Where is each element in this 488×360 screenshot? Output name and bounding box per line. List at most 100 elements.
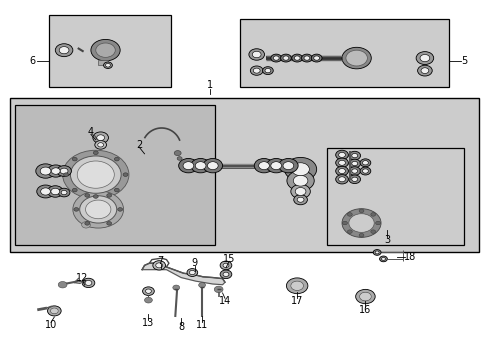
Circle shape [144, 297, 152, 303]
Circle shape [220, 270, 231, 279]
Circle shape [273, 56, 279, 60]
Circle shape [372, 249, 380, 255]
Circle shape [348, 167, 360, 175]
Circle shape [350, 215, 371, 231]
Circle shape [174, 150, 181, 156]
Circle shape [266, 158, 285, 173]
Circle shape [77, 161, 114, 188]
Circle shape [362, 161, 367, 165]
Circle shape [214, 286, 223, 293]
Circle shape [291, 54, 302, 62]
Circle shape [47, 165, 64, 177]
Circle shape [358, 209, 363, 213]
Circle shape [311, 54, 322, 62]
Text: 13: 13 [142, 318, 154, 328]
Circle shape [262, 67, 273, 75]
Bar [15, 105, 215, 244]
Circle shape [73, 191, 123, 228]
Circle shape [203, 158, 222, 173]
Circle shape [291, 282, 303, 290]
Circle shape [270, 54, 281, 62]
Text: 15: 15 [222, 254, 235, 264]
Circle shape [348, 159, 360, 168]
Circle shape [294, 56, 300, 60]
Circle shape [290, 281, 303, 291]
Text: 7: 7 [157, 256, 163, 266]
Circle shape [145, 289, 151, 293]
Circle shape [250, 66, 263, 75]
Circle shape [91, 40, 120, 61]
Circle shape [198, 283, 205, 288]
Text: 6: 6 [29, 56, 35, 66]
Circle shape [85, 200, 111, 219]
Circle shape [114, 188, 119, 192]
Circle shape [335, 166, 347, 176]
Circle shape [61, 190, 67, 195]
Circle shape [84, 194, 89, 197]
Circle shape [278, 158, 298, 173]
Text: 17: 17 [290, 296, 303, 306]
Circle shape [153, 261, 165, 270]
Bar [98, 59, 108, 65]
Circle shape [106, 194, 111, 197]
Text: 3: 3 [384, 235, 389, 245]
Circle shape [338, 160, 345, 165]
Circle shape [417, 65, 431, 76]
Circle shape [362, 169, 367, 173]
Circle shape [341, 47, 370, 69]
Circle shape [348, 151, 360, 160]
Circle shape [37, 185, 54, 198]
Circle shape [172, 285, 179, 290]
Circle shape [223, 263, 228, 267]
Circle shape [286, 171, 314, 191]
Circle shape [341, 209, 380, 237]
Circle shape [51, 309, 58, 314]
Circle shape [253, 68, 260, 73]
Circle shape [254, 158, 273, 173]
Circle shape [338, 177, 345, 182]
Circle shape [291, 163, 309, 176]
Bar [327, 148, 463, 244]
Circle shape [304, 56, 309, 60]
Circle shape [177, 157, 182, 160]
Circle shape [345, 50, 366, 66]
Circle shape [359, 293, 370, 301]
Circle shape [195, 162, 205, 170]
Circle shape [342, 221, 346, 225]
Circle shape [47, 186, 63, 197]
Circle shape [419, 54, 429, 62]
Circle shape [359, 167, 370, 175]
Circle shape [60, 168, 68, 174]
Circle shape [74, 208, 79, 211]
Circle shape [82, 278, 95, 288]
Circle shape [51, 188, 60, 195]
Circle shape [178, 158, 198, 173]
Circle shape [284, 157, 316, 181]
Circle shape [72, 157, 77, 161]
Circle shape [270, 162, 281, 170]
Circle shape [297, 197, 304, 202]
Circle shape [351, 161, 357, 166]
Circle shape [301, 54, 312, 62]
Circle shape [346, 213, 351, 216]
Circle shape [59, 46, 69, 54]
Circle shape [183, 162, 193, 170]
Circle shape [70, 156, 121, 193]
Circle shape [348, 175, 360, 184]
Circle shape [106, 222, 111, 225]
Circle shape [415, 51, 433, 64]
Circle shape [359, 159, 370, 167]
Circle shape [252, 51, 261, 58]
Circle shape [346, 230, 351, 233]
Circle shape [338, 168, 345, 174]
Circle shape [93, 132, 108, 143]
Circle shape [351, 169, 357, 173]
Circle shape [80, 196, 117, 223]
Text: 2: 2 [136, 140, 142, 150]
Text: 1: 1 [207, 80, 213, 90]
Circle shape [290, 184, 310, 199]
Circle shape [156, 263, 162, 268]
Circle shape [293, 195, 307, 205]
Circle shape [264, 68, 270, 73]
Circle shape [96, 43, 115, 57]
